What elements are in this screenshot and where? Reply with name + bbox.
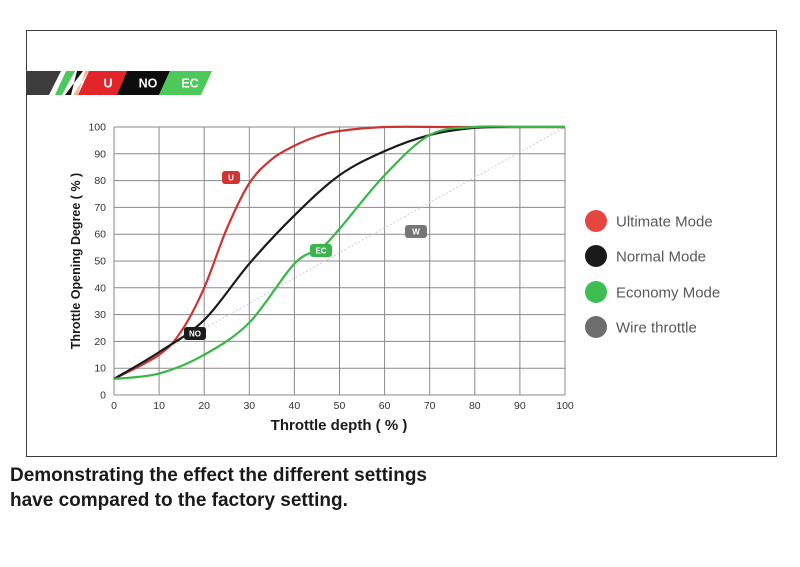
- svg-text:60: 60: [379, 400, 391, 412]
- svg-text:70: 70: [94, 202, 106, 214]
- svg-text:U: U: [103, 77, 112, 91]
- svg-text:W: W: [412, 228, 420, 237]
- svg-text:100: 100: [556, 400, 574, 412]
- svg-text:100: 100: [88, 122, 106, 134]
- svg-text:EC: EC: [315, 247, 326, 256]
- svg-text:70: 70: [424, 400, 436, 412]
- svg-text:0: 0: [100, 390, 106, 402]
- svg-text:Normal Mode: Normal Mode: [616, 249, 706, 266]
- svg-text:EC: EC: [181, 77, 198, 91]
- svg-text:30: 30: [243, 400, 255, 412]
- svg-text:Economy Mode: Economy Mode: [616, 285, 720, 302]
- svg-text:NO: NO: [189, 330, 201, 339]
- svg-text:20: 20: [94, 336, 106, 348]
- svg-text:NO: NO: [139, 77, 158, 91]
- svg-text:40: 40: [289, 400, 301, 412]
- svg-text:0: 0: [111, 400, 117, 412]
- svg-text:60: 60: [94, 229, 106, 241]
- svg-text:Throttle depth ( % ): Throttle depth ( % ): [271, 417, 408, 434]
- svg-text:Wire throttle: Wire throttle: [616, 320, 697, 337]
- svg-text:80: 80: [94, 175, 106, 187]
- svg-text:90: 90: [514, 400, 526, 412]
- svg-text:90: 90: [94, 148, 106, 160]
- svg-text:10: 10: [94, 363, 106, 375]
- svg-text:50: 50: [334, 400, 346, 412]
- svg-text:50: 50: [94, 256, 106, 268]
- svg-text:20: 20: [198, 400, 210, 412]
- svg-text:U: U: [228, 174, 234, 183]
- svg-text:Throttle Opening Degree ( % ): Throttle Opening Degree ( % ): [69, 173, 83, 349]
- svg-text:10: 10: [153, 400, 165, 412]
- svg-text:30: 30: [94, 309, 106, 321]
- svg-text:Ultimate Mode: Ultimate Mode: [616, 214, 713, 231]
- svg-text:80: 80: [469, 400, 481, 412]
- svg-text:40: 40: [94, 282, 106, 294]
